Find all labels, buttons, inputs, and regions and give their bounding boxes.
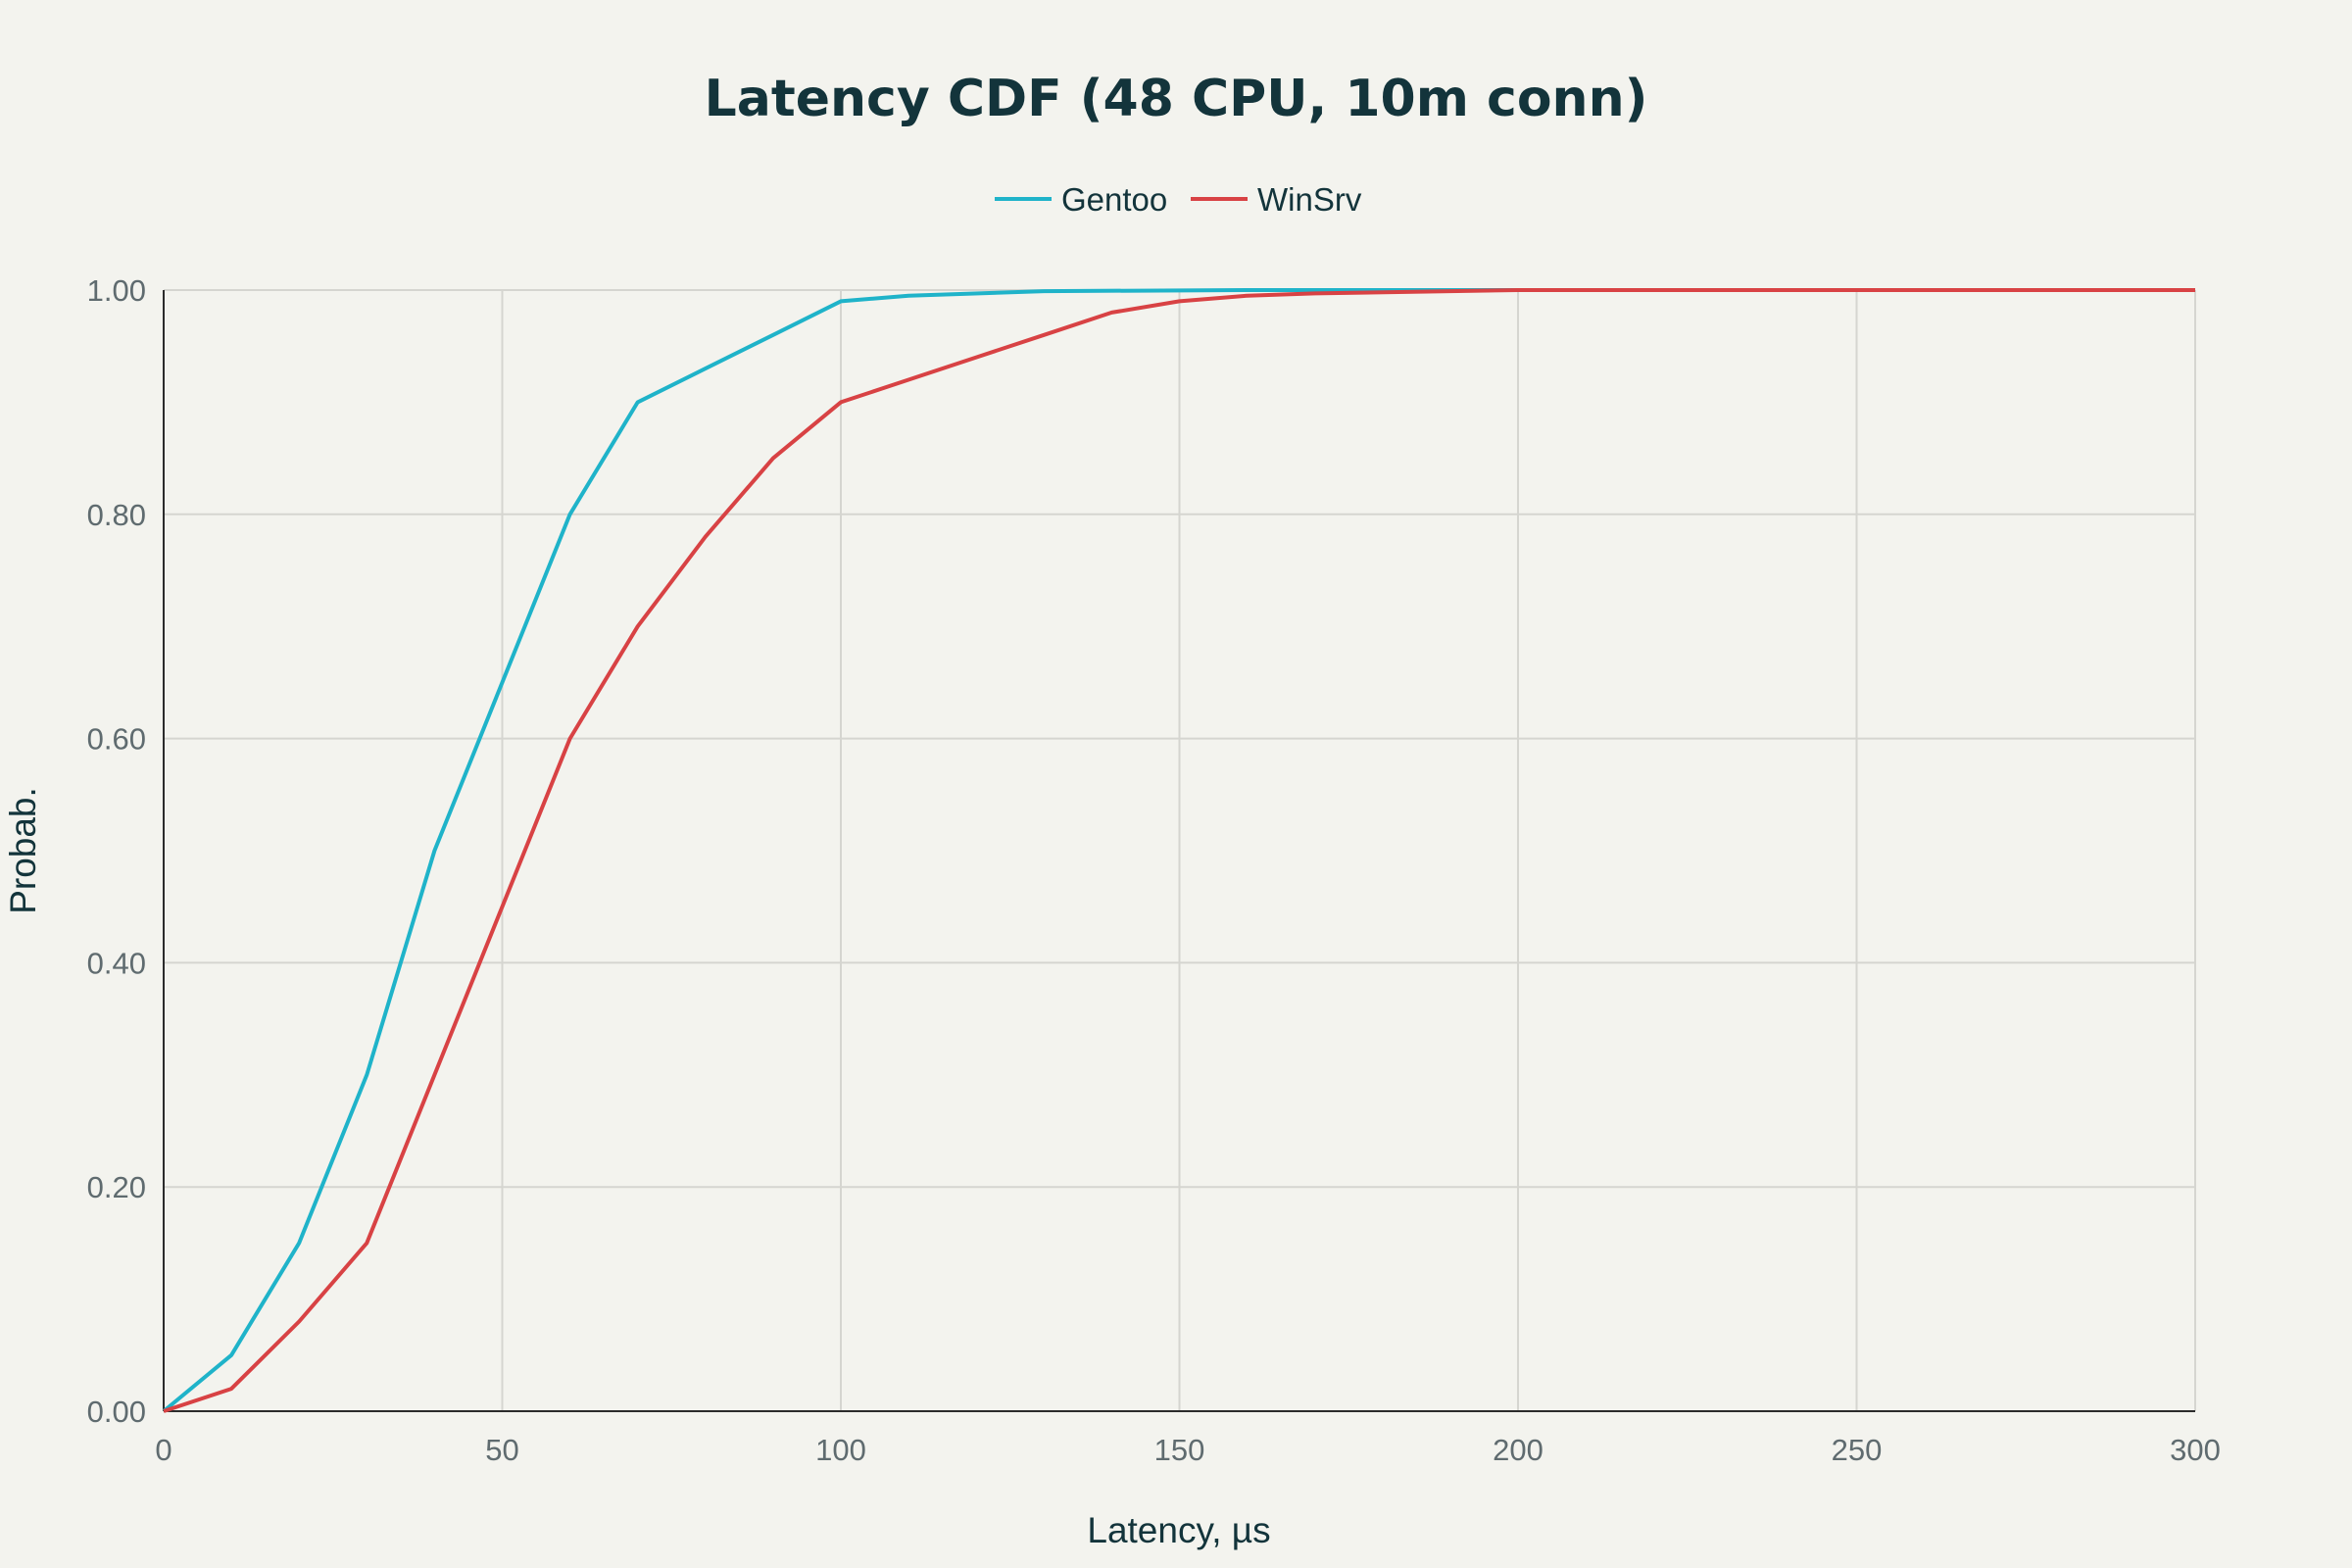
- series-lines: [162, 288, 2195, 1413]
- legend-label: Gentoo: [1061, 181, 1167, 218]
- axes: [163, 290, 2195, 1412]
- x-tick-label: 100: [815, 1433, 866, 1467]
- legend-label: WinSrv: [1257, 181, 1362, 218]
- x-axis-label: Latency, µs: [1087, 1510, 1270, 1550]
- y-tick-label: 0.20: [87, 1170, 146, 1204]
- y-tick-labels: 0.00 0.20 0.40 0.60 0.80 1.00: [87, 273, 146, 1429]
- x-tick-label: 50: [485, 1433, 518, 1467]
- x-tick-label: 200: [1493, 1433, 1544, 1467]
- legend-item-gentoo: Gentoo: [995, 181, 1167, 218]
- grid: [164, 289, 2196, 1411]
- y-tick-label: 0.80: [87, 498, 146, 532]
- x-tick-labels: 0 50 100 150 200 250 300: [155, 1433, 2220, 1467]
- y-axis-label: Probab.: [3, 787, 43, 914]
- x-tick-label: 150: [1154, 1433, 1205, 1467]
- legend-item-winsrv: WinSrv: [1191, 181, 1362, 218]
- series-line-gentoo: [162, 288, 2195, 1413]
- x-tick-label: 300: [2170, 1433, 2221, 1467]
- y-tick-label: 0.00: [87, 1395, 146, 1429]
- series-line-winsrv: [163, 288, 2195, 1413]
- legend: Gentoo WinSrv: [995, 181, 1362, 218]
- x-tick-label: 250: [1832, 1433, 1883, 1467]
- y-tick-label: 0.60: [87, 722, 146, 757]
- y-tick-label: 0.40: [87, 946, 146, 980]
- x-tick-label: 0: [155, 1433, 172, 1467]
- chart-title: Latency CDF (48 CPU, 10m conn): [705, 70, 1648, 128]
- y-tick-label: 1.00: [87, 273, 146, 308]
